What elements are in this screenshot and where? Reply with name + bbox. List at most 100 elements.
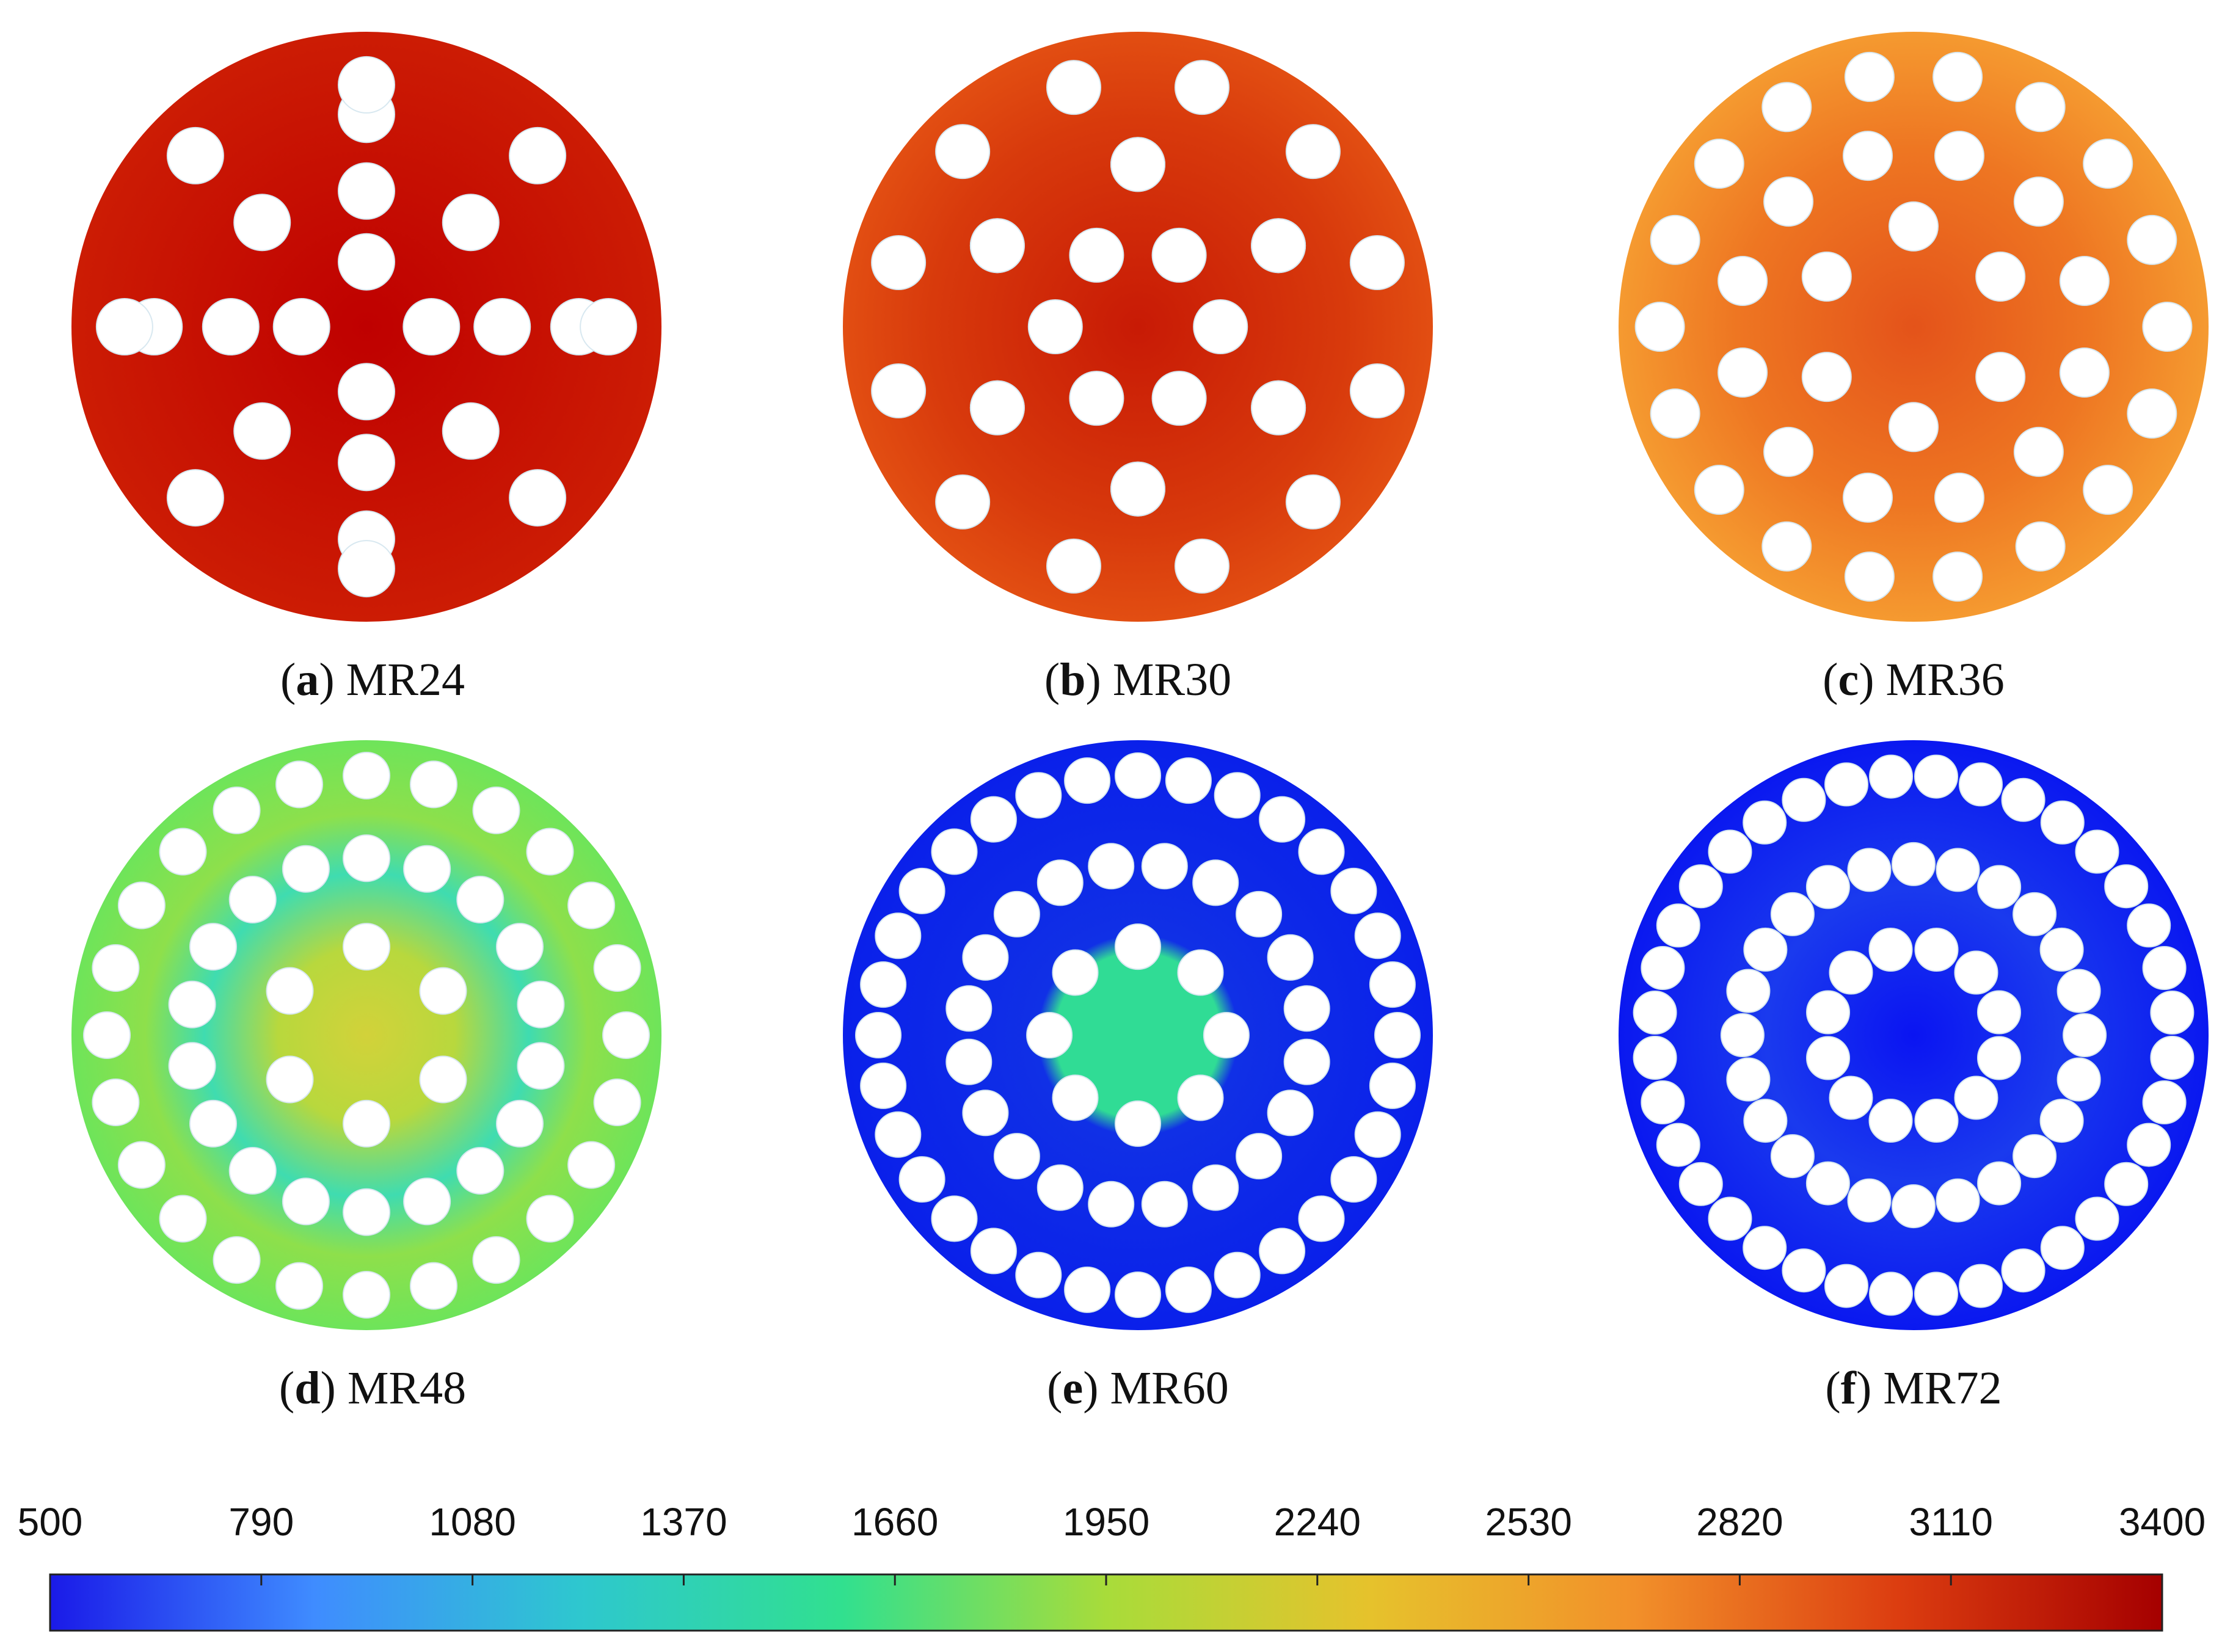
cooling-hole <box>875 912 922 959</box>
temperature-disk <box>71 32 661 622</box>
cooling-hole <box>935 124 991 180</box>
cooling-hole <box>2104 864 2149 909</box>
cooling-hole <box>410 1262 457 1310</box>
caption-letter: c <box>1838 654 1859 705</box>
cooling-hole <box>1046 60 1101 115</box>
cooling-hole <box>898 1156 945 1203</box>
cooling-hole <box>159 1195 207 1243</box>
cooling-hole <box>1165 1266 1212 1313</box>
cooling-hole <box>117 881 166 930</box>
cooling-hole <box>1650 388 1700 439</box>
cooling-hole <box>1743 1226 1787 1270</box>
caption-e: (e) MR60 <box>1047 1363 1229 1414</box>
cooling-hole <box>1110 461 1165 517</box>
cooling-hole <box>1694 139 1744 189</box>
cooling-hole <box>1349 363 1405 418</box>
cooling-hole <box>567 1141 616 1189</box>
cooling-hole <box>338 363 395 421</box>
colorbar-tick-label: 3400 <box>2118 1500 2206 1544</box>
cooling-hole <box>898 867 945 914</box>
cooling-hole <box>1015 1251 1062 1298</box>
caption-letter: a <box>296 654 319 705</box>
cooling-hole <box>1977 990 2021 1035</box>
cooling-hole <box>1036 859 1084 906</box>
cooling-hole <box>1869 754 1913 799</box>
cooling-hole <box>1052 1074 1099 1121</box>
cooling-hole <box>1236 1133 1283 1180</box>
cooling-hole <box>266 967 314 1015</box>
cooling-hole <box>2127 1123 2171 1167</box>
cooling-hole <box>2059 256 2110 306</box>
cooling-hole <box>962 934 1009 981</box>
cooling-hole <box>166 469 224 527</box>
cooling-hole <box>1869 1272 1913 1316</box>
cooling-hole <box>2075 829 2119 874</box>
cooling-hole <box>2063 1013 2107 1057</box>
cooling-hole <box>1192 1164 1239 1211</box>
cooling-hole <box>509 126 567 184</box>
colorbar-tick-label: 3110 <box>1909 1500 1993 1544</box>
cooling-hole <box>1267 934 1314 981</box>
cooling-hole <box>1770 1134 1815 1179</box>
cooling-hole <box>2127 214 2177 265</box>
cooling-hole <box>567 881 616 930</box>
cooling-hole <box>2056 969 2101 1013</box>
cooling-hole <box>2104 1162 2149 1206</box>
cooling-hole <box>92 1079 140 1126</box>
cooling-hole <box>1175 60 1229 115</box>
cooling-hole <box>2056 1057 2101 1102</box>
cooling-hole <box>1285 124 1341 180</box>
cooling-hole <box>456 1147 505 1195</box>
cooling-hole <box>602 1011 650 1059</box>
cooling-hole <box>1369 1062 1416 1109</box>
cooling-hole <box>1824 762 1868 807</box>
cooling-hole <box>1805 1161 1850 1206</box>
cooling-hole <box>496 923 544 971</box>
cooling-hole <box>1843 131 1893 181</box>
cooling-hole <box>472 1236 520 1284</box>
panels-layer <box>71 32 2209 1330</box>
cooling-hole <box>860 1062 907 1109</box>
cooling-hole <box>871 363 927 418</box>
caption-a: (a) MR24 <box>280 654 465 705</box>
cooling-hole <box>1708 1196 1752 1241</box>
colorbar-tick-label: 1950 <box>1062 1500 1150 1544</box>
cooling-hole <box>875 1111 922 1158</box>
cooling-hole <box>931 828 978 875</box>
cooling-hole <box>419 1055 467 1104</box>
cooling-hole <box>159 828 207 876</box>
cooling-hole <box>1889 402 1939 453</box>
cooling-hole <box>1975 352 2026 402</box>
cooling-hole <box>166 126 224 184</box>
cooling-hole <box>456 876 505 923</box>
cooling-hole <box>1694 465 1744 515</box>
cooling-hole <box>202 298 260 355</box>
colorbar-tick-label: 2820 <box>1696 1500 1783 1544</box>
cooling-hole <box>1064 757 1111 804</box>
cooling-hole <box>1914 1272 1958 1316</box>
cooling-hole <box>338 56 395 114</box>
cooling-hole <box>168 1042 216 1090</box>
cooling-hole <box>1641 946 1685 990</box>
cooling-hole <box>1633 991 1677 1035</box>
cooling-hole <box>860 961 907 1008</box>
cooling-hole <box>1801 352 1852 402</box>
cooling-hole <box>1977 1161 2022 1206</box>
cooling-hole <box>1330 1156 1377 1203</box>
caption-letter: e <box>1062 1363 1084 1414</box>
cooling-hole <box>1801 251 1852 302</box>
cooling-hole <box>1151 371 1207 426</box>
cooling-hole <box>1743 800 1787 845</box>
cooling-hole <box>1069 371 1124 426</box>
cooling-hole <box>1678 1162 1723 1206</box>
cooling-hole <box>1844 51 1895 102</box>
cooling-hole <box>509 469 567 527</box>
cooling-hole <box>2150 991 2195 1035</box>
cooling-hole <box>2142 1080 2187 1124</box>
cooling-hole <box>2015 82 2066 133</box>
cooling-hole <box>2013 426 2064 477</box>
cooling-hole <box>419 967 467 1015</box>
cooling-hole <box>338 540 395 598</box>
cooling-hole <box>403 845 451 893</box>
cooling-hole <box>213 1236 261 1284</box>
